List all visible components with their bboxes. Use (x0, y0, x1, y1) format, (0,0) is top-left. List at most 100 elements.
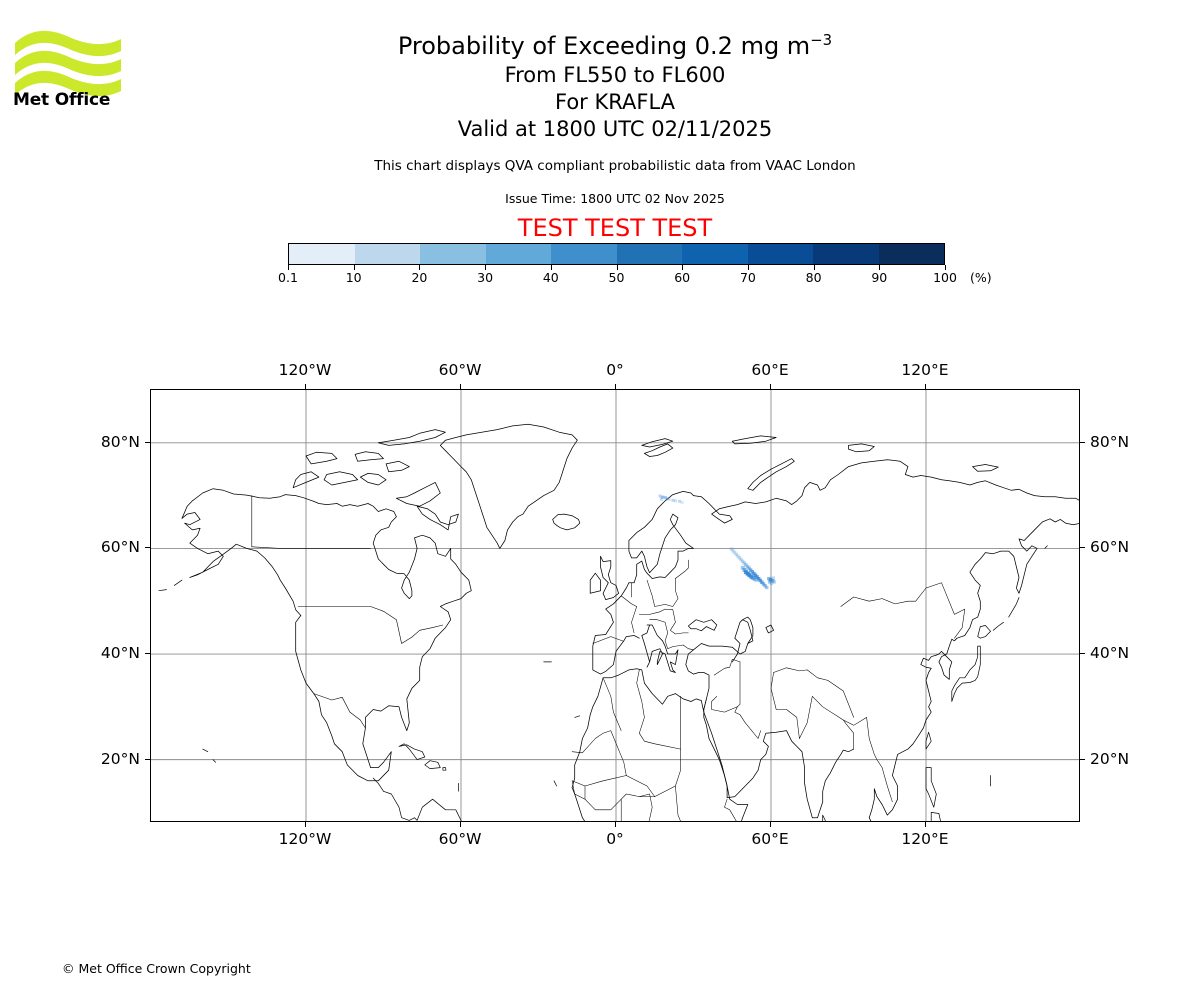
ash-cell-streak-9 (744, 563, 748, 567)
ash-cell-scandinavia-0 (658, 494, 662, 498)
lat-label-left-0: 80°N (100, 432, 140, 451)
colorbar-tick-label-5: 50 (608, 270, 625, 285)
border2-segment-8 (682, 644, 694, 651)
border2-segment-31 (724, 798, 737, 821)
island-segment-8 (424, 760, 441, 769)
issue-time: Issue Time: 1800 UTC 02 Nov 2025 (505, 191, 725, 206)
island-segment-17 (158, 589, 167, 592)
coastline-segment-25 (592, 491, 694, 675)
world-map[interactable] (150, 389, 1080, 822)
coastline-segment-14 (641, 438, 674, 448)
coastline-segment-13 (644, 443, 674, 457)
border2-segment-29 (675, 785, 681, 821)
lat-tick-left-2 (145, 653, 150, 655)
colorbar-band-3 (485, 244, 551, 264)
border2-segment-17 (843, 719, 854, 750)
border2-segment-20 (840, 582, 966, 639)
probability-colorbar (288, 243, 945, 265)
ash-cell-scandinavia-4 (667, 497, 671, 501)
coastline-segment-26 (600, 555, 619, 600)
lat-label-left-2: 40°N (100, 644, 140, 663)
lon-tick-top-3 (770, 384, 771, 389)
chart-subtitle: This chart displays QVA compliant probab… (374, 158, 856, 174)
border-segment-3 (313, 693, 366, 729)
coastline-segment-16 (731, 435, 777, 445)
ash-cell-streak-core-6 (740, 565, 745, 570)
lat-label-right-3: 20°N (1090, 749, 1130, 768)
colorbar-band-9 (878, 244, 944, 264)
ash-cell-scandinavia-3 (665, 497, 669, 501)
border2-segment-19 (806, 669, 854, 718)
border2-segment-0 (592, 636, 625, 644)
ash-cell-streak-core-7 (752, 576, 757, 581)
coastline-segment-24 (687, 619, 718, 632)
ash-cell-streak-18 (758, 578, 762, 583)
island-segment-28 (372, 777, 384, 792)
lon-label-bottom-2: 0° (606, 830, 624, 848)
border2-segment-7 (649, 619, 684, 649)
coastline-segment-1 (181, 488, 472, 782)
coastline-segment-6 (354, 451, 384, 462)
colorbar-tick-label-3: 30 (477, 270, 494, 285)
lon-tick-bottom-1 (460, 822, 461, 827)
copyright-notice: © Met Office Crown Copyright (62, 961, 251, 976)
ash-cell-streak-6 (739, 557, 743, 562)
volcano-name: For KRAFLA (555, 90, 675, 114)
ash-cell-streak-5 (737, 556, 742, 560)
border2-segment-4 (646, 578, 679, 607)
lat-tick-right-3 (1080, 758, 1085, 760)
coastline-segment-9 (396, 482, 441, 507)
colorbar-tick-labels: 0.1 10 20 30 40 50 60 70 80 90 100 (278, 270, 957, 288)
lat-label-right-0: 80°N (1090, 432, 1130, 451)
lat-tick-left-1 (145, 547, 150, 549)
border2-segment-5 (675, 559, 689, 579)
border2-segment-12 (734, 706, 761, 739)
lon-label-top-4: 120°E (901, 361, 949, 379)
lon-tick-bottom-2 (615, 822, 616, 827)
lat-tick-left-3 (145, 758, 150, 760)
ash-cell-ural-6 (771, 576, 775, 580)
ash-cell-streak-2 (732, 550, 737, 555)
colorbar-band-1 (354, 244, 420, 264)
border2-segment-10 (713, 659, 741, 676)
coastline-segment-7 (385, 460, 410, 473)
colorbar-band-4 (551, 244, 617, 264)
ash-cell-streak-8 (742, 561, 746, 565)
ash-cell-streak-core-5 (742, 568, 747, 572)
ash-probability-layer (658, 494, 776, 590)
lat-label-right-2: 40°N (1090, 644, 1130, 663)
lon-tick-top-2 (615, 384, 616, 389)
colorbar-tick-label-0: 0.1 (278, 270, 298, 285)
coastline-segment-18 (972, 464, 999, 472)
ash-cell-streak-0 (729, 547, 734, 551)
colorbar-band-8 (813, 244, 879, 264)
page-title: Probability of Exceeding 0.2 mg m−3 (150, 25, 1080, 61)
lat-tick-right-2 (1080, 653, 1085, 655)
flight-level-range: From FL550 to FL600 (504, 63, 726, 87)
ash-cell-streak-16 (755, 575, 759, 579)
border2-segment-3 (639, 608, 674, 615)
island-segment-6 (925, 731, 932, 750)
border2-segment-15 (770, 672, 800, 739)
border-segment-2 (298, 606, 444, 644)
border2-segment-22 (571, 730, 627, 776)
colorbar-tick-2 (419, 265, 421, 270)
coastline-segment-30 (571, 787, 586, 821)
coastline-segment-3 (323, 471, 359, 486)
colorbar-ticks (288, 265, 946, 273)
colorbar-tick-label-2: 20 (411, 270, 428, 285)
coastline-segment-29 (571, 668, 749, 821)
colorbar-tick-label-4: 40 (542, 270, 559, 285)
colorbar-tick-0 (288, 265, 289, 270)
ash-cell-streak-20 (761, 582, 766, 586)
coastline-segment-0 (181, 512, 302, 616)
ash-cell-ural-1 (768, 578, 773, 582)
ash-cell-ural-2 (770, 579, 775, 583)
lat-label-left-1: 60°N (100, 538, 140, 557)
island-segment-7 (398, 743, 426, 760)
border2-segment-9 (703, 698, 707, 718)
lon-label-top-2: 0° (606, 361, 624, 379)
coastline-segment-28 (641, 624, 679, 673)
coastline-segment-8 (377, 429, 446, 446)
lat-tick-left-0 (145, 441, 150, 443)
